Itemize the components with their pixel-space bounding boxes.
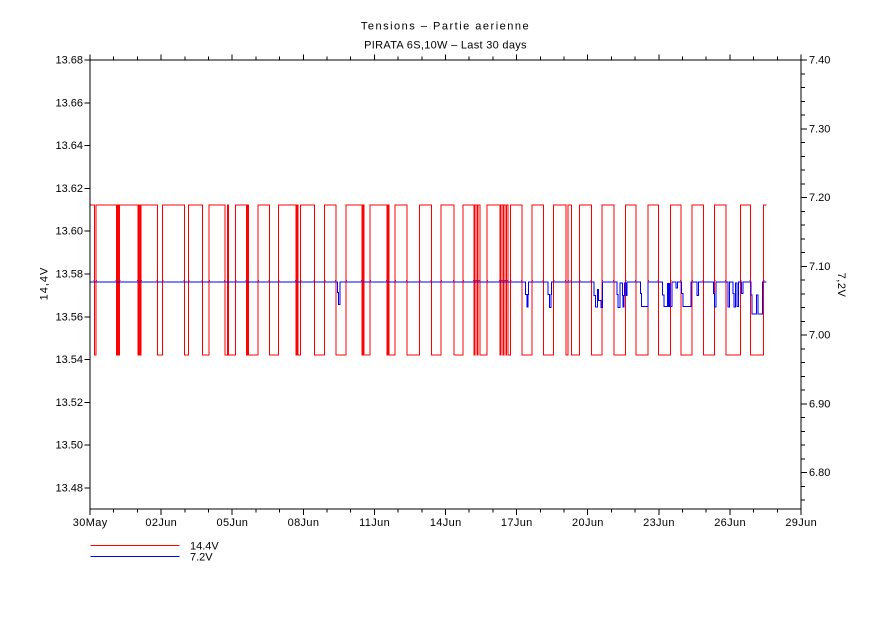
svg-text:13.66: 13.66 [55,97,83,109]
svg-text:7.10: 7.10 [809,261,830,273]
svg-text:13.48: 13.48 [55,483,83,495]
svg-text:14.4V: 14.4V [190,541,219,553]
svg-text:7.2V: 7.2V [190,552,213,564]
svg-text:13.50: 13.50 [55,440,83,452]
svg-text:PIRATA 6S,10W – Last 30 days: PIRATA 6S,10W – Last 30 days [364,40,527,52]
svg-text:13.64: 13.64 [55,140,83,152]
svg-text:14Jun: 14Jun [430,517,462,529]
svg-text:05Jun: 05Jun [217,517,249,529]
svg-text:08Jun: 08Jun [288,517,320,529]
svg-text:7,2V: 7,2V [835,273,847,298]
svg-text:Tensions – Partie aerienne: Tensions – Partie aerienne [361,21,530,33]
svg-text:13.60: 13.60 [55,226,83,238]
svg-text:7.00: 7.00 [809,330,830,342]
svg-text:29Jun: 29Jun [785,517,817,529]
svg-text:7.40: 7.40 [809,55,830,67]
svg-text:02Jun: 02Jun [145,517,177,529]
svg-text:13.52: 13.52 [55,397,83,409]
svg-text:17Jun: 17Jun [501,517,533,529]
svg-text:13.68: 13.68 [55,55,83,67]
svg-text:6.80: 6.80 [809,467,830,479]
svg-text:13.58: 13.58 [55,269,83,281]
svg-text:14,4V: 14,4V [39,267,51,301]
svg-text:30May: 30May [73,517,108,529]
svg-text:13.54: 13.54 [55,354,83,366]
svg-text:20Jun: 20Jun [572,517,604,529]
svg-text:23Jun: 23Jun [643,517,675,529]
svg-text:11Jun: 11Jun [359,517,390,529]
svg-text:13.62: 13.62 [55,183,83,195]
svg-text:7.20: 7.20 [809,192,830,204]
svg-text:7.30: 7.30 [809,123,830,135]
svg-text:13.56: 13.56 [55,311,83,323]
svg-text:26Jun: 26Jun [714,517,746,529]
svg-text:6.90: 6.90 [809,398,830,410]
